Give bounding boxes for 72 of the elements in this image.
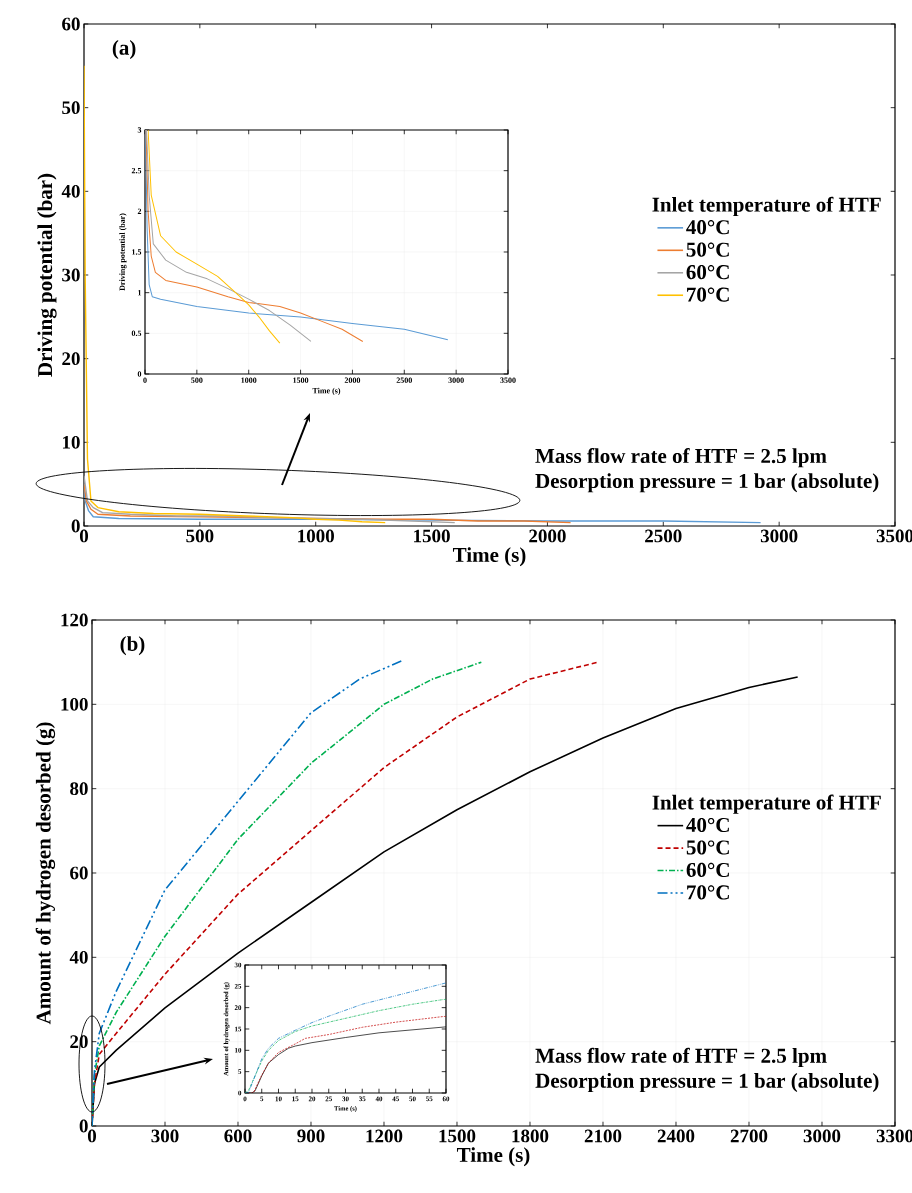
x-tick-label: 3500 — [500, 377, 516, 383]
x-tick-label: 1800 — [512, 1129, 549, 1143]
x-tick-label: 1500 — [414, 529, 450, 543]
y-tick-label: 80 — [70, 782, 88, 796]
legend-label: 70°C — [687, 287, 729, 302]
y-tick-label: 40 — [61, 184, 80, 198]
x-axis-title: Time (s) — [456, 1147, 530, 1167]
x-tick-label: 2000 — [529, 529, 566, 543]
y-tick-label: 1 — [138, 290, 142, 296]
y-tick-label: 60 — [62, 17, 80, 31]
annotation: Mass flow rate of HTF = 2.5 lpm — [535, 448, 827, 468]
x-tick-label: 2500 — [396, 377, 412, 383]
x-tick-label: 3000 — [760, 529, 798, 543]
x-tick-label: 2500 — [645, 529, 682, 543]
x-tick-label: 0 — [143, 377, 147, 383]
y-tick-label: 2.5 — [131, 167, 142, 174]
annotation: (a) — [112, 40, 136, 60]
y-tick-label: 0.5 — [131, 330, 142, 337]
y-axis-title: Driving potential (bar) — [119, 213, 127, 291]
y-tick-label: 20 — [62, 352, 80, 366]
x-tick-label: 2000 — [344, 377, 361, 383]
x-tick-label: 0 — [87, 1129, 97, 1143]
x-tick-label: 2400 — [657, 1129, 695, 1143]
line-series — [145, 129, 364, 342]
y-tick-label: 20 — [70, 1035, 88, 1049]
x-axis-title: Time (s) — [452, 547, 526, 567]
annotation: Desorption pressure = 1 bar (absolute) — [535, 1073, 879, 1093]
x-tick-label: 3000 — [803, 1129, 841, 1143]
x-tick-label: 3000 — [448, 377, 464, 383]
legend-label: 70°C — [687, 885, 729, 900]
y-tick-label: 1.5 — [132, 249, 142, 255]
y-tick-label: 40 — [69, 950, 88, 964]
x-tick-label: 500 — [191, 377, 203, 383]
y-tick-label: 3 — [137, 127, 142, 133]
x-tick-label: 1500 — [293, 377, 309, 383]
y-tick-label: 2 — [137, 208, 142, 214]
y-tick-label: 0 — [137, 371, 142, 377]
annotation: Desorption pressure = 1 bar (absolute) — [535, 473, 879, 493]
y-tick-label: 50 — [62, 101, 80, 115]
x-tick-label: 900 — [297, 1129, 325, 1143]
x-tick-label: 1000 — [298, 529, 334, 543]
x-tick-label: 600 — [224, 1129, 252, 1143]
line-series — [84, 65, 386, 524]
x-tick-label: 1500 — [439, 1129, 476, 1143]
x-tick-label: 300 — [151, 1129, 179, 1143]
y-tick-label: 120 — [61, 613, 88, 627]
x-axis-title: Time (s) — [312, 387, 341, 396]
legend-label: 60°C — [686, 265, 729, 280]
legend-title: Inlet temperature of HTF — [652, 794, 881, 814]
x-tick-label: 2700 — [730, 1129, 768, 1143]
x-tick-label: 1000 — [241, 377, 257, 383]
legend-label: 60°C — [686, 862, 729, 877]
y-tick-label: 30 — [62, 268, 80, 282]
x-tick-label: 1200 — [366, 1129, 403, 1143]
x-tick-label: 2100 — [584, 1129, 622, 1143]
line-series — [146, 129, 312, 342]
y-tick-label: 100 — [61, 697, 88, 711]
y-tick-label: 60 — [70, 866, 88, 880]
legend-label: 40°C — [686, 220, 729, 235]
x-tick-label: 500 — [186, 529, 214, 543]
y-tick-label: 0 — [71, 519, 80, 533]
y-tick-label: 10 — [62, 435, 80, 449]
annotation: Mass flow rate of HTF = 2.5 lpm — [535, 1047, 827, 1068]
y-axis-title: Amount of hydrogen desorbed (g) — [35, 722, 56, 1025]
y-tick-label: 0 — [79, 1119, 88, 1133]
legend-title: Inlet temperature of HTF — [652, 196, 881, 217]
annotation: (b) — [120, 636, 145, 656]
legend-label: 50°C — [686, 840, 729, 855]
legend-label: 50°C — [686, 242, 729, 257]
line-series — [147, 129, 281, 344]
legend-label: 40°C — [686, 817, 729, 833]
y-axis-title: Driving potential (bar) — [37, 173, 57, 377]
